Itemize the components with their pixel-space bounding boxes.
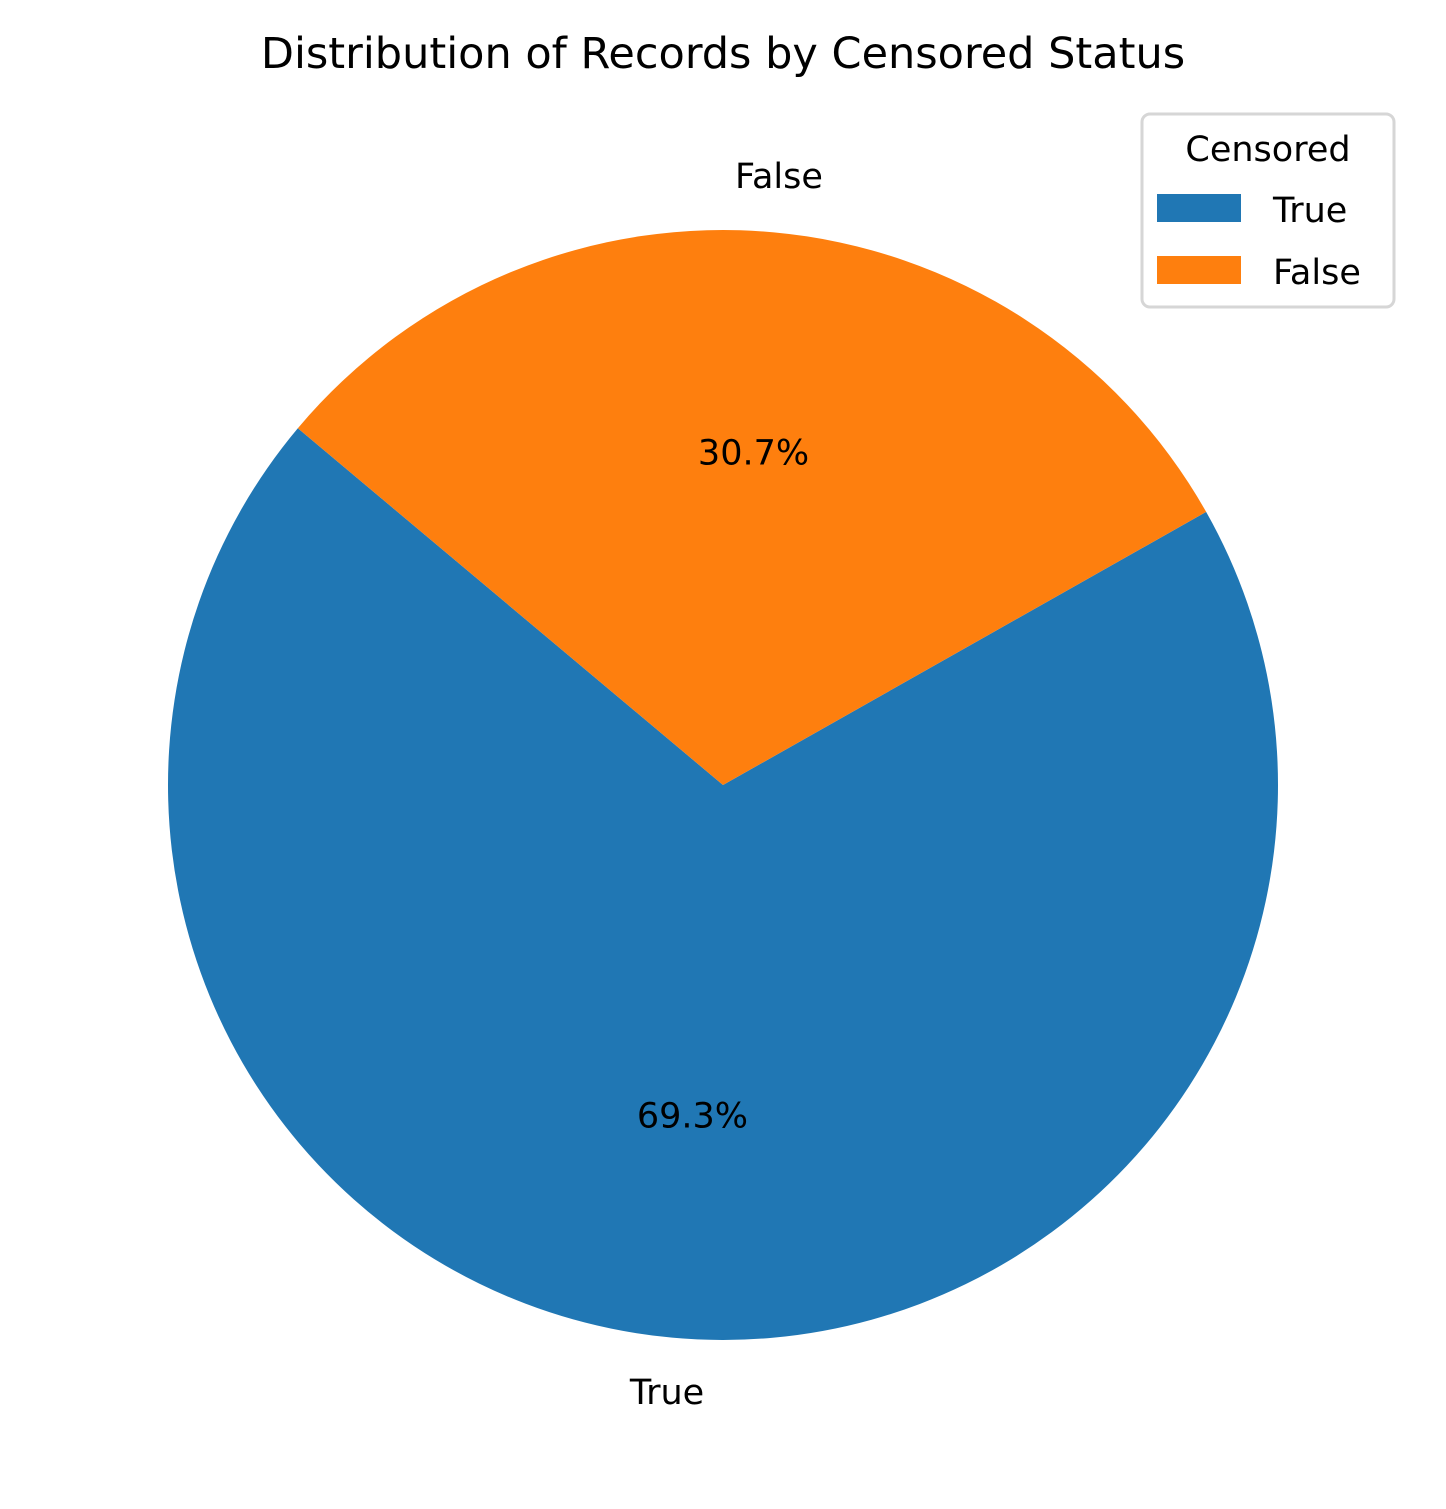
legend: Censored True False [1140, 112, 1396, 309]
slice-label-true: True [629, 1373, 704, 1413]
slice-label-false: False [735, 157, 823, 197]
slice-percent-false: 30.7% [698, 433, 809, 473]
legend-swatch-false [1157, 256, 1241, 284]
legend-entry-true: True [1272, 191, 1347, 231]
legend-entry-false: False [1273, 253, 1361, 293]
slice-percent-true: 69.3% [637, 1097, 748, 1137]
legend-title: Censored [1185, 130, 1350, 170]
chart-title: Distribution of Records by Censored Stat… [261, 29, 1185, 79]
pie-slice-true [168, 428, 1279, 1340]
legend-swatch-true [1157, 194, 1241, 222]
pie-slices [168, 229, 1279, 1340]
pie-slice-false [297, 229, 1207, 786]
pie-labels: True 69.3% False 30.7% [629, 157, 823, 1413]
